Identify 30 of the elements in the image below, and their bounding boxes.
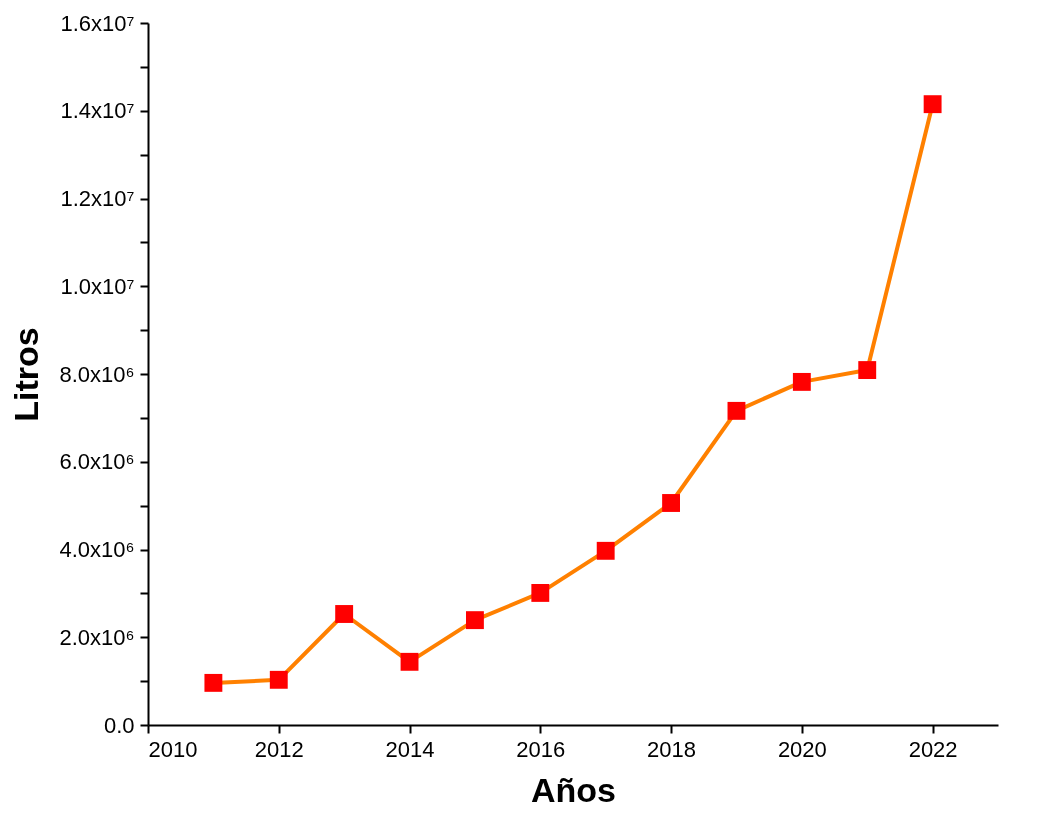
y-tick-label: 8.0x10⁶ — [59, 361, 135, 387]
y-tick-label: 1.4x10⁷ — [60, 98, 135, 124]
x-tick-label: 2018 — [647, 736, 697, 762]
point — [858, 361, 877, 379]
x-tick-label: 2020 — [777, 736, 827, 762]
y-tick-label: 1.6x10⁷ — [60, 10, 135, 36]
point — [400, 652, 419, 671]
point — [269, 670, 288, 689]
y-tick-label: 1.0x10⁷ — [60, 273, 135, 299]
point — [662, 494, 681, 512]
x-axis-title: Años — [531, 770, 616, 809]
x-tick-label: 2012 — [254, 736, 304, 762]
y-tick-label: 4.0x10⁶ — [59, 537, 135, 562]
point — [923, 95, 942, 114]
y-axis-title: Litros — [7, 327, 46, 422]
point — [792, 372, 811, 391]
x-tick-label: 2010 — [148, 736, 198, 762]
y-tick-label: 6.0x10⁶ — [59, 449, 135, 475]
x-tick-label: 2022 — [908, 736, 958, 762]
y-tick-label: 1.2x10⁷ — [60, 186, 135, 211]
point — [727, 401, 746, 420]
x-tick-label: 2014 — [385, 736, 435, 762]
y-tick-label: 2.0x10⁶ — [59, 624, 135, 650]
y-tick-label: 0.0 — [103, 712, 135, 738]
point — [335, 605, 354, 623]
point — [596, 541, 615, 560]
point — [465, 611, 484, 630]
point — [204, 673, 223, 692]
x-tick-label: 2016 — [516, 736, 566, 762]
point — [531, 583, 550, 602]
